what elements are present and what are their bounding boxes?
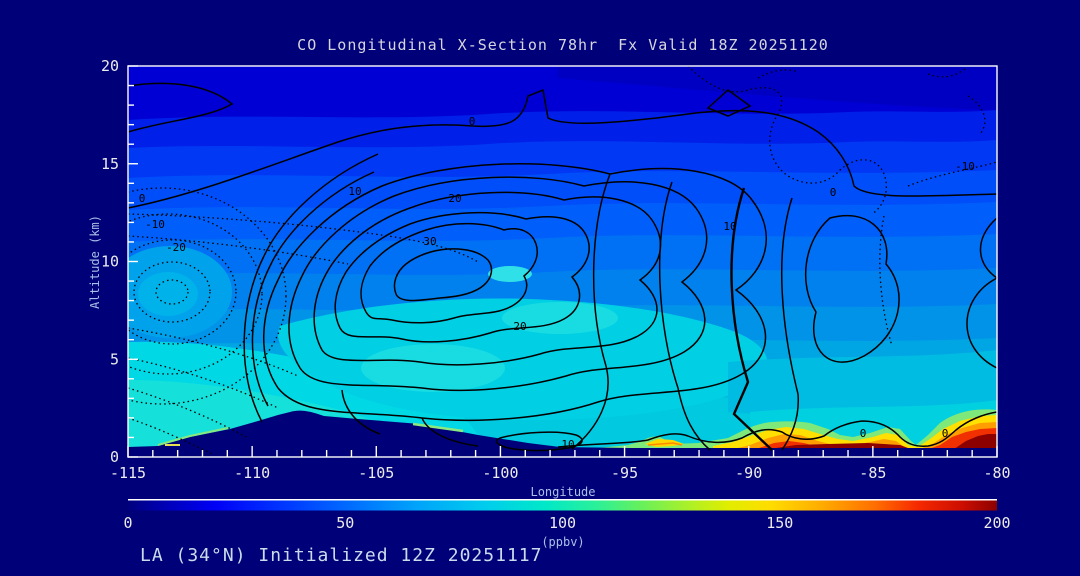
- x-tick-label: -80: [983, 464, 1010, 482]
- x-tick-label: -100: [482, 464, 518, 482]
- y-tick-label: 15: [101, 155, 119, 173]
- colorbar-units-label: (ppbv): [541, 535, 584, 549]
- contour-label: 10: [723, 220, 736, 233]
- filled-contour-bands: [128, 66, 997, 457]
- x-axis-ticks: [127, 446, 998, 457]
- colorbar-tick-label: 50: [336, 514, 354, 532]
- contour-label: 30: [423, 235, 436, 248]
- x-tick-label: -110: [234, 464, 270, 482]
- footer-text: LA (34°N) Initialized 12Z 20251117: [140, 545, 542, 566]
- colorbar-top-line: [128, 499, 997, 501]
- x-axis-label: Longitude: [530, 485, 595, 499]
- y-tick-label: 10: [101, 253, 119, 271]
- colorbar-tick-label: 150: [766, 514, 793, 532]
- contour-label: 0: [830, 186, 837, 199]
- x-tick-label: -95: [611, 464, 638, 482]
- contour-lines-positive-solid: [128, 82, 997, 452]
- y-tick-label: 5: [110, 350, 119, 368]
- chart-title: CO Longitudinal X-Section 78hr Fx Valid …: [297, 36, 829, 54]
- colorbar-tick-labels: 0 50 100 150 200: [123, 514, 1010, 532]
- contour-lines-negative-dotted: [128, 66, 997, 455]
- contour-label: 10: [348, 185, 361, 198]
- contour-label: 0: [139, 192, 146, 205]
- contour-label: -10: [955, 160, 975, 173]
- x-tick-label: -105: [358, 464, 394, 482]
- contour-label: 0: [860, 427, 867, 440]
- y-axis-ticks: [128, 65, 138, 458]
- contour-label: 0: [469, 115, 476, 128]
- x-tick-label: -115: [110, 464, 146, 482]
- x-axis-tick-labels: -115 -110 -105 -100 -95 -90 -85 -80: [110, 464, 1011, 482]
- y-tick-label: 20: [101, 57, 119, 75]
- terrain-flank-green-west: [157, 427, 229, 446]
- colorbar: 0 50 100 150 200 (ppbv): [123, 499, 1011, 549]
- colorbar-tick-label: 200: [983, 514, 1010, 532]
- contour-label: -20: [166, 241, 186, 254]
- colorbar-tick-label: 100: [549, 514, 576, 532]
- y-tick-label: 0: [110, 448, 119, 466]
- colorbar-gradient: [128, 500, 997, 511]
- terrain-silhouette: [128, 410, 997, 457]
- x-tick-label: -85: [859, 464, 886, 482]
- contour-label: 20: [513, 320, 526, 333]
- contour-label: 20: [448, 192, 461, 205]
- y-axis-tick-labels: 0 5 10 15 20: [101, 57, 119, 466]
- contour-label: -10: [145, 218, 165, 231]
- contour-label: 10: [561, 438, 574, 451]
- colorbar-tick-label: 0: [123, 514, 132, 532]
- contour-label: 0: [942, 427, 949, 440]
- x-tick-label: -90: [735, 464, 762, 482]
- y-axis-label: Altitude (km): [88, 215, 102, 309]
- terrain-flank-green-east: [412, 422, 464, 433]
